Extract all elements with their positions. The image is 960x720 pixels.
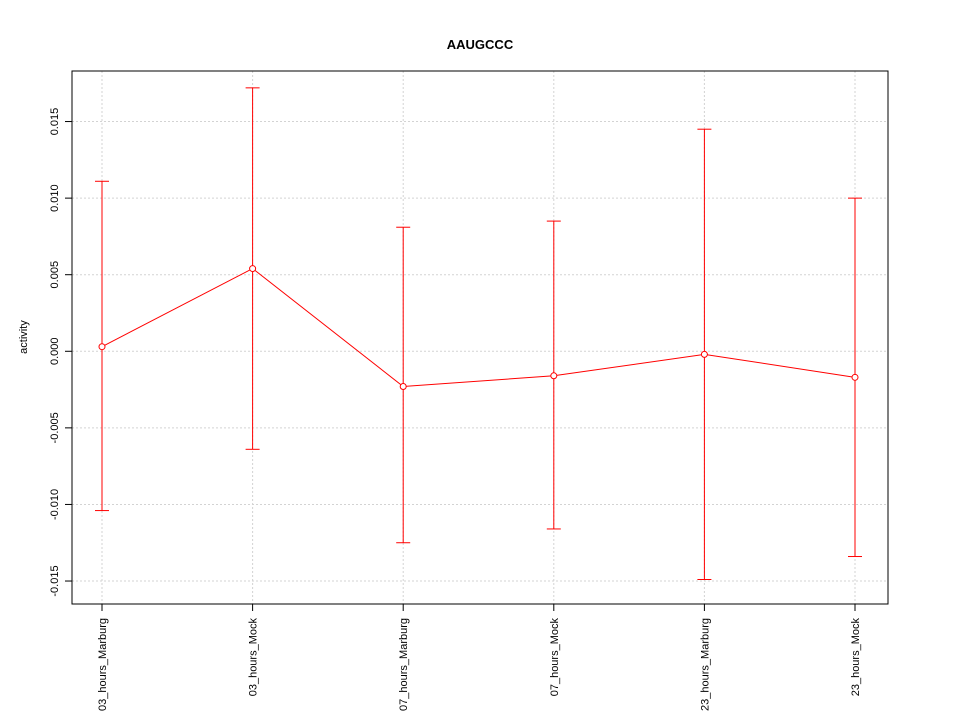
y-axis: -0.015 -0.010 -0.005 0.000 0.005 0.010 0.015 xyxy=(49,108,73,597)
series-polyline xyxy=(101,267,856,388)
x-tick-label: 03_hours_Marburg xyxy=(97,618,109,711)
plot-area-frame xyxy=(71,70,889,605)
data-point xyxy=(249,265,257,273)
series-line xyxy=(101,267,856,388)
data-point xyxy=(98,343,106,351)
x-tick-label: 07_hours_Marburg xyxy=(398,618,410,711)
x-axis: 03_hours_Marburg 03_hours_Mock 07_hours_Ma… xyxy=(97,604,862,711)
x-tick-label: 07_hours_Mock xyxy=(549,618,561,697)
y-tick-label: 0.000 xyxy=(49,338,61,366)
x-tick-label: 23_hours_Marburg xyxy=(699,618,711,711)
data-points xyxy=(98,265,859,391)
y-tick-label: 0.010 xyxy=(49,184,61,212)
x-tick-label: 23_hours_Mock xyxy=(850,618,862,697)
y-tick-label: -0.015 xyxy=(49,565,61,596)
data-point xyxy=(851,373,859,381)
y-tick-label: -0.010 xyxy=(49,489,61,520)
chart-title: AAUGCCC xyxy=(447,37,514,52)
y-axis-label: activity xyxy=(18,320,30,354)
x-tick-label: 03_hours_Mock xyxy=(248,618,260,697)
data-point xyxy=(700,350,708,358)
data-point xyxy=(550,372,558,380)
y-tick-label: -0.005 xyxy=(49,412,61,443)
y-tick-label: 0.015 xyxy=(49,108,61,136)
y-tick-label: 0.005 xyxy=(49,261,61,289)
data-point xyxy=(399,383,407,391)
grid xyxy=(72,71,888,604)
error-bars xyxy=(95,87,862,580)
